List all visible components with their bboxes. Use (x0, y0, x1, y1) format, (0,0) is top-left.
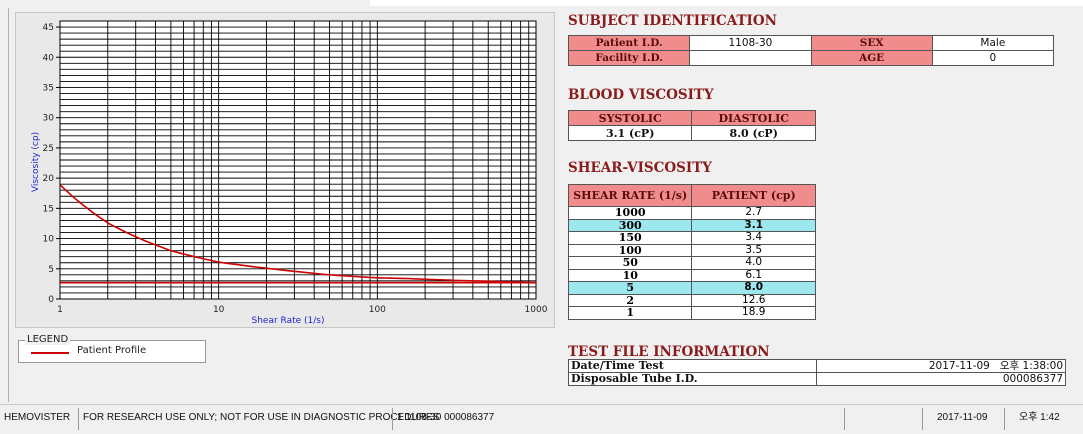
shear-viscosity-title: SHEAR-VISCOSITY (568, 160, 712, 176)
shear-rate-cell: 300 (567, 218, 693, 232)
shear-rate-cell: 100 (567, 243, 693, 257)
viscosity-chart-panel: 0 5 10 15 20 25 30 35 40 45 1 10 100 1000 Shear Rate (… (15, 12, 555, 328)
legend-title: LEGEND (25, 334, 71, 345)
main-window: 0 5 10 15 20 25 30 35 40 45 1 10 100 1000 Shear Rate (… (0, 0, 1083, 404)
shear-row: 150 3.4 (567, 231, 816, 245)
legend-line-swatch (31, 352, 69, 354)
y-tick-label: 10 (43, 235, 55, 245)
age-label: AGE (810, 50, 933, 66)
facility-id-label: Facility I.D. (567, 50, 691, 66)
chart-legend: LEGEND Patient Profile (18, 334, 206, 363)
shear-row: 5 8.0 (567, 281, 816, 295)
shear-rate-cell: 1000 (567, 206, 693, 220)
patient-column-header: PATIENT (cp) (691, 184, 816, 207)
series-line-patient-profile (59, 184, 537, 284)
patient-id-value: 1108-30 (689, 35, 812, 51)
shear-row: 10 6.1 (567, 268, 816, 282)
datetime-value: 2017-11-09 오후 1:38:00 (816, 359, 1066, 373)
top-divider (370, 0, 1083, 6)
y-tick-label: 5 (48, 265, 54, 275)
status-bar: HEMOVISTER FOR RESEARCH USE ONLY; NOT FO… (0, 404, 1083, 434)
shear-rate-cell: 10 (567, 268, 693, 282)
patient-viscosity-cell: 3.5 (691, 243, 816, 257)
y-axis-title: Viscosity (cp) (31, 132, 41, 192)
patient-viscosity-cell: 12.6 (691, 293, 816, 307)
shear-row: 2 12.6 (567, 293, 816, 307)
shear-viscosity-table: SHEAR RATE (1/s) PATIENT (cp) 1000 2.7 300… (567, 184, 816, 320)
status-time: 오후 1:42 (1004, 408, 1083, 430)
x-axis-title: Shear Rate (1/s) (252, 316, 325, 326)
age-value: 0 (931, 50, 1055, 66)
shear-rate-cell: 5 (567, 281, 693, 295)
y-tick-label: 0 (48, 295, 54, 305)
shear-rate-cell: 50 (567, 256, 693, 270)
sex-value: Male (931, 35, 1055, 51)
y-tick-label: 20 (43, 174, 55, 184)
test-file-table: Date/Time Test 2017-11-09 오후 1:38:00 Dis… (568, 359, 1066, 386)
datetime-label: Date/Time Test (568, 359, 817, 373)
status-date: 2017-11-09 (922, 408, 1004, 430)
x-tick-label: 100 (369, 305, 386, 315)
shear-row: 50 4.0 (567, 256, 816, 270)
x-tick-label: 10 (213, 305, 225, 315)
subject-identification-title: SUBJECT IDENTIFICATION (568, 13, 777, 29)
patient-viscosity-cell: 2.7 (691, 206, 816, 220)
patient-viscosity-cell: 4.0 (691, 256, 816, 270)
plot-frame (59, 20, 537, 300)
x-tick-label: 1000 (525, 305, 548, 315)
systolic-label: SYSTOLIC (567, 110, 693, 126)
status-app-name: HEMOVISTER (4, 412, 71, 423)
shear-rate-cell: 2 (567, 293, 693, 307)
status-empty-pane (844, 408, 922, 430)
patient-viscosity-cell: 8.0 (691, 281, 816, 295)
viscosity-chart: 0 5 10 15 20 25 30 35 40 45 1 10 100 1000 Shear Rate (… (31, 20, 548, 326)
blood-viscosity-table: SYSTOLIC DIASTOLIC 3.1 (cP) 8.0 (cP) (567, 110, 816, 141)
patient-viscosity-cell: 3.4 (691, 231, 816, 245)
y-tick-label: 40 (43, 53, 55, 63)
shear-row: 300 3.1 (567, 218, 816, 232)
shear-rate-cell: 150 (567, 231, 693, 245)
patient-id-label: Patient I.D. (567, 35, 691, 51)
status-notice: FOR RESEARCH USE ONLY; NOT FOR USE IN DI… (78, 408, 439, 430)
shear-row: 1 18.9 (567, 306, 816, 320)
shear-row: 100 3.5 (567, 243, 816, 257)
y-tick-label: 30 (43, 114, 55, 124)
status-record: 1 1108-30 000086377 (392, 408, 844, 430)
legend-label: Patient Profile (77, 345, 147, 356)
shear-rate-cell: 1 (567, 306, 693, 320)
facility-id-value (689, 50, 812, 66)
blood-viscosity-title: BLOOD VISCOSITY (568, 87, 714, 103)
patient-viscosity-cell: 18.9 (691, 306, 816, 320)
diastolic-label: DIASTOLIC (691, 110, 816, 126)
patient-viscosity-cell: 6.1 (691, 268, 816, 282)
tube-id-value: 000086377 (816, 372, 1066, 386)
y-tick-label: 25 (43, 144, 54, 154)
shear-row: 1000 2.7 (567, 206, 816, 220)
test-file-information-title: TEST FILE INFORMATION (568, 344, 770, 360)
left-divider (8, 8, 9, 402)
y-tick-label: 35 (43, 83, 54, 93)
x-tick-label: 1 (57, 305, 63, 315)
systolic-value: 3.1 (cP) (567, 125, 693, 141)
y-tick-label: 15 (43, 204, 54, 214)
tube-id-label: Disposable Tube I.D. (568, 372, 817, 386)
subject-id-table: Patient I.D. 1108-30 SEX Male Facility I… (567, 35, 1055, 66)
diastolic-value: 8.0 (cP) (691, 125, 816, 141)
sex-label: SEX (810, 35, 933, 51)
patient-viscosity-cell: 3.1 (691, 218, 816, 232)
y-tick-label: 45 (43, 23, 54, 33)
shear-viscosity-rows: 1000 2.7 300 3.1 150 3.4 100 3.5 50 4.0 10 6.1 5 8.0 2… (567, 206, 816, 320)
shear-rate-column-header: SHEAR RATE (1/s) (567, 184, 693, 207)
